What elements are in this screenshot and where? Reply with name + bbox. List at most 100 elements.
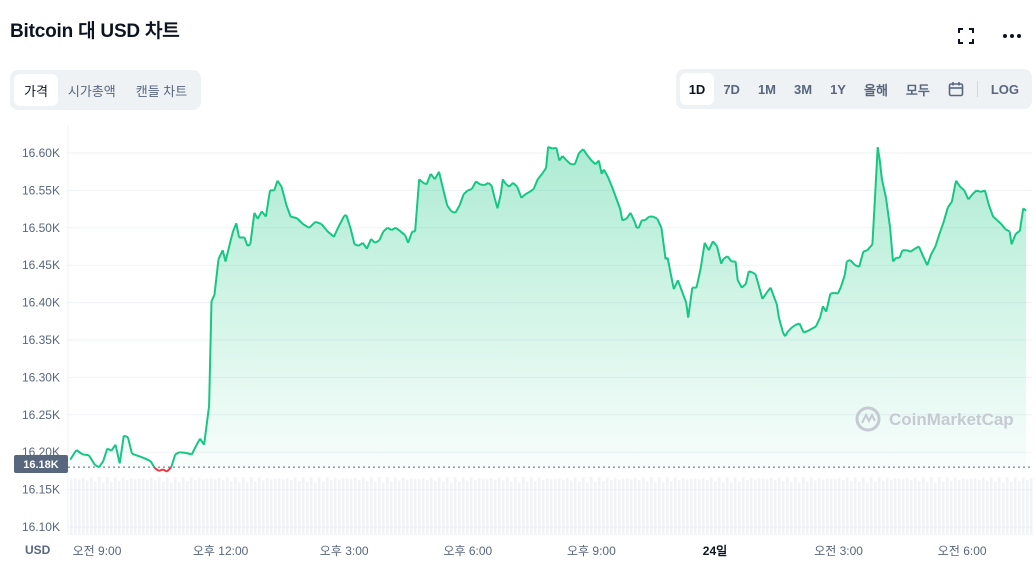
volume-bar [386,477,389,535]
volume-bar [290,480,293,535]
volume-bar [634,477,637,535]
volume-bar [174,477,177,535]
volume-bar [398,480,401,535]
volume-bar [790,482,793,535]
volume-bar [146,479,149,535]
volume-bar [690,478,693,535]
range-ytd[interactable]: 올해 [863,82,888,98]
volume-bar [150,477,153,535]
volume-bar [266,477,269,535]
volume-bar [434,480,437,535]
volume-bar [190,477,193,535]
baseline-badge-label: 16.18K [23,459,59,471]
volume-bar [902,478,905,535]
y-axis: 16.60K 16.55K 16.50K 16.45K 16.40K 16.35K 16.3… [22,146,60,534]
range-1d[interactable]: 1D [679,73,715,105]
volume-bar [154,480,157,535]
volume-bar [1026,479,1029,535]
volume-bar [350,479,353,535]
volume-bar [426,479,429,535]
volume-bar [778,477,781,535]
volume-bar [822,479,825,535]
more-icon[interactable] [1002,26,1022,46]
volume-bar [458,481,461,535]
volume-bar [306,482,309,535]
volume-bar [970,478,973,535]
volume-bar [786,477,789,535]
volume-bar [474,479,477,535]
divider [976,81,978,97]
volume-bar [810,477,813,535]
volume-bar [230,481,233,535]
volume-bar [762,478,765,535]
volume-bar [298,481,301,535]
volume-bar [574,477,577,535]
log-toggle[interactable]: LOG [990,81,1019,97]
volume-bar [910,479,913,535]
y-tick-label: 16.60K [22,146,60,160]
volume-bar [754,479,757,535]
volume-bar [454,477,457,535]
tab-candle-chart[interactable]: 캔들 차트 [135,83,188,99]
currency-label: USD [25,543,51,557]
range-7d[interactable]: 7D [723,81,740,97]
volume-bar [110,481,113,535]
volume-bar [894,478,897,535]
x-tick-label: 오전 3:00 [814,544,863,558]
volume-bar [938,477,941,535]
volume-bar [382,482,385,535]
tab-price[interactable]: 가격 [14,74,58,106]
volume-bar [406,479,409,535]
volume-bar [570,480,573,535]
volume-bar [870,477,873,535]
range-1m[interactable]: 1M [757,81,777,97]
volume-bar [694,478,697,535]
volume-bar [502,480,505,535]
y-tick-label: 16.15K [22,483,60,497]
range-3m[interactable]: 3M [794,81,813,97]
tab-market-cap[interactable]: 시가총액 [67,83,116,99]
y-tick-label: 16.45K [22,258,60,272]
volume-bar [918,480,921,535]
volume-bar [994,481,997,535]
volume-bar [374,481,377,535]
volume-bar [930,477,933,535]
calendar-icon[interactable] [939,73,973,105]
x-tick-label: 오전 6:00 [938,544,987,558]
volume-bar [990,477,993,535]
volume-bar [630,479,633,535]
volume-bar [194,480,197,535]
volume-bar [402,477,405,535]
volume-bar [626,478,629,535]
volume-bar [238,482,241,535]
volume-bar [1022,477,1025,535]
fullscreen-icon[interactable] [956,26,976,46]
volume-bar [158,477,161,535]
volume-bar [1006,477,1009,535]
volume-bar [522,477,525,535]
range-1y[interactable]: 1Y [830,81,846,97]
volume-bar [978,479,981,535]
volume-bar [726,477,729,535]
volume-bar [682,477,685,535]
volume-bars [70,477,1033,535]
volume-bar [1002,482,1005,535]
volume-bar [850,480,853,535]
range-all[interactable]: 모두 [905,82,930,98]
volume-bar [946,477,949,535]
volume-bar [646,481,649,535]
coinmarketcap-logo-icon: CoinMarketCap [855,406,1014,432]
volume-bar [90,477,93,535]
y-tick-label: 16.25K [22,408,60,422]
volume-bar [590,477,593,535]
volume-bar [530,477,533,535]
volume-bar [698,479,701,535]
volume-bar [922,477,925,535]
volume-bar [366,480,369,535]
volume-bar [370,477,373,535]
volume-bar [262,480,265,535]
x-tick-label: 오후 3:00 [320,544,369,558]
volume-bar [746,480,749,535]
volume-bar [414,478,417,535]
